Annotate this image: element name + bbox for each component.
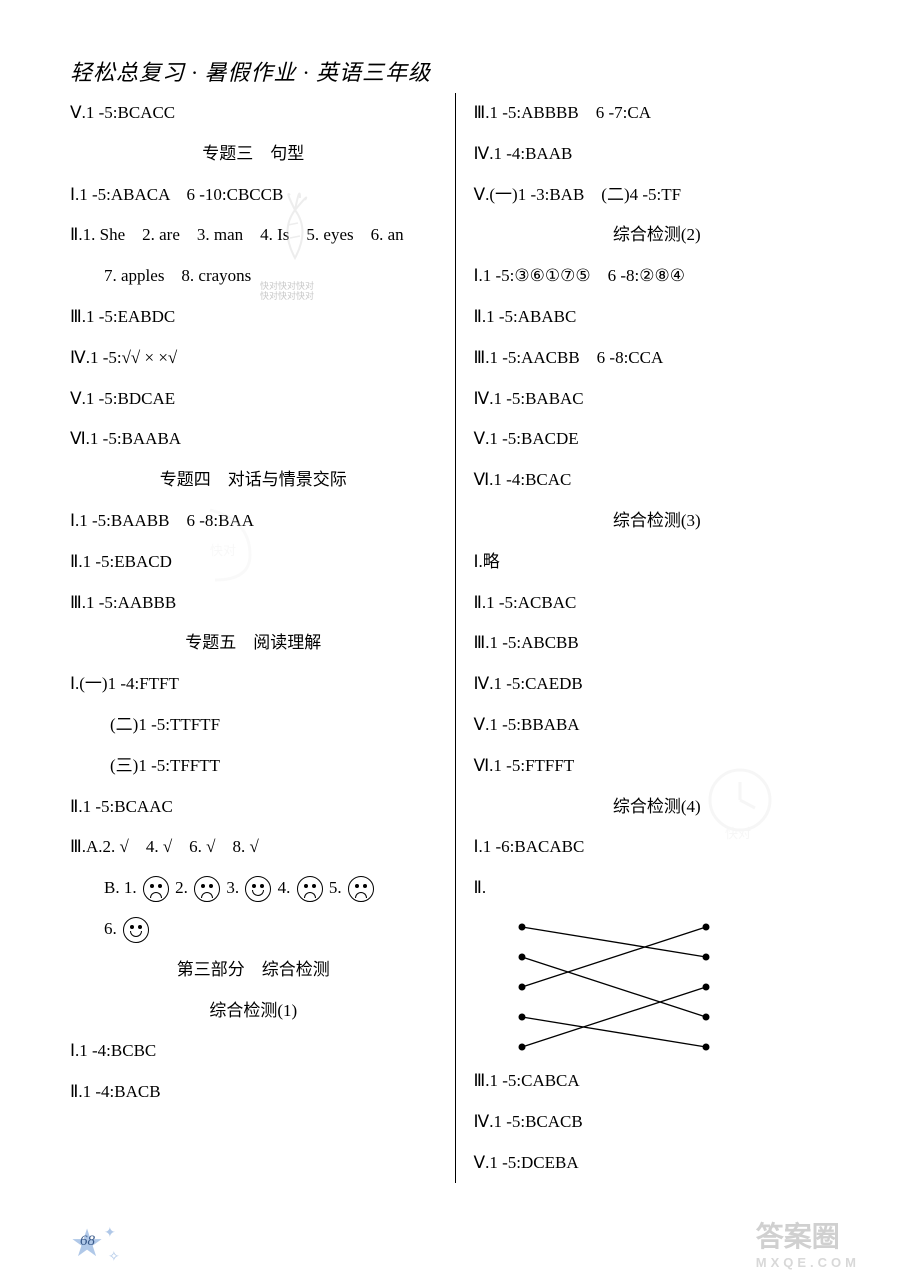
answer-line: Ⅱ.1 -5:BCAAC — [70, 787, 437, 828]
answer-line: Ⅱ.1 -5:ACBAC — [474, 583, 841, 624]
label: 3. — [226, 878, 239, 897]
answer-line: Ⅵ.1 -5:BAABA — [70, 419, 437, 460]
content-columns: Ⅴ.1 -5:BCACC 专题三 句型 Ⅰ.1 -5:ABACA 6 -10:C… — [70, 93, 840, 1183]
watermark-main: 答案圈 — [756, 1221, 840, 1252]
answer-line: Ⅳ.1 -5:BABAC — [474, 379, 841, 420]
page-number-star: ★ ✦ ✧ 68 — [70, 1221, 104, 1266]
svg-text:快对: 快对 — [725, 826, 751, 840]
happy-face-icon — [123, 917, 149, 943]
sad-face-icon — [348, 876, 374, 902]
faces-row: B. 1. 2. 3. 4. 5. — [70, 868, 437, 909]
sad-face-icon — [194, 876, 220, 902]
answer-line: Ⅵ.1 -4:BCAC — [474, 460, 841, 501]
section-title: 第三部分 综合检测 — [70, 950, 437, 991]
sad-face-icon — [297, 876, 323, 902]
kd-watermark: 快对快对快对快对快对快对 — [260, 282, 314, 302]
section-title: 综合检测(1) — [70, 991, 437, 1032]
answer-line: Ⅳ.1 -5:CAEDB — [474, 664, 841, 705]
label: Ⅱ. — [474, 878, 487, 897]
section-title: 综合检测(3) — [474, 501, 841, 542]
sad-face-icon — [143, 876, 169, 902]
answer-line: Ⅳ.1 -4:BAAB — [474, 134, 841, 175]
answer-line: Ⅴ.1 -5:BBABA — [474, 705, 841, 746]
answer-line: Ⅰ.1 -5:③⑥①⑦⑤ 6 -8:②⑧④ — [474, 256, 841, 297]
answer-line: Ⅲ.1 -5:ABCBB — [474, 623, 841, 664]
clock-watermark-icon: 快对 — [200, 500, 260, 590]
answer-line: Ⅰ.1 -6:BACABC — [474, 827, 841, 868]
section-title: 专题三 句型 — [70, 134, 437, 175]
label: 2. — [175, 878, 188, 897]
star-small-icon: ✧ — [108, 1249, 120, 1266]
left-column: Ⅴ.1 -5:BCACC 专题三 句型 Ⅰ.1 -5:ABACA 6 -10:C… — [70, 93, 455, 1183]
answer-line: Ⅴ.1 -5:DCEBA — [474, 1143, 841, 1184]
section-title: 专题四 对话与情景交际 — [70, 460, 437, 501]
answer-line: Ⅵ.1 -5:FTFFT — [474, 746, 841, 787]
answer-line: (二)1 -5:TTFTF — [70, 705, 437, 746]
answer-line: Ⅱ.1 -5:ABABC — [474, 297, 841, 338]
right-column: Ⅲ.1 -5:ABBBB 6 -7:CA Ⅳ.1 -4:BAAB Ⅴ.(一)1 … — [456, 93, 841, 1183]
answer-line: Ⅰ.1 -5:ABACA 6 -10:CBCCB — [70, 175, 437, 216]
label: 4. — [278, 878, 291, 897]
answer-line: Ⅳ.1 -5:√√ × ×√ — [70, 338, 437, 379]
happy-face-icon — [245, 876, 271, 902]
answer-line: Ⅳ.1 -5:BCACB — [474, 1102, 841, 1143]
page-number: 68 — [80, 1233, 95, 1250]
answer-line: Ⅴ.1 -5:BCACC — [70, 93, 437, 134]
section-title: 专题五 阅读理解 — [70, 623, 437, 664]
answer-line: Ⅰ.1 -4:BCBC — [70, 1031, 437, 1072]
answer-line: Ⅲ.A.2. √ 4. √ 6. √ 8. √ — [70, 827, 437, 868]
answer-line: Ⅲ.1 -5:ABBBB 6 -7:CA — [474, 93, 841, 134]
section-title: 综合检测(2) — [474, 215, 841, 256]
watermark: 答案圈 MXQE.COM — [756, 1215, 860, 1270]
answer-line: (三)1 -5:TFFTT — [70, 746, 437, 787]
answer-line: Ⅲ.1 -5:CABCA — [474, 1061, 841, 1102]
answer-line: 7. apples 8. crayons — [70, 256, 437, 297]
label: 6. — [104, 919, 117, 938]
matching-diagram — [514, 915, 714, 1055]
matching-svg — [514, 915, 714, 1055]
answer-line: Ⅰ.(一)1 -4:FTFT — [70, 664, 437, 705]
watermark-sub: MXQE.COM — [756, 1255, 860, 1270]
carrot-watermark-icon — [270, 190, 320, 260]
section-title: 综合检测(4) — [474, 787, 841, 828]
answer-line: Ⅲ.1 -5:AACBB 6 -8:CCA — [474, 338, 841, 379]
matching-label: Ⅱ. — [474, 868, 841, 909]
label: 5. — [329, 878, 342, 897]
answer-line: Ⅴ.1 -5:BDCAE — [70, 379, 437, 420]
page-header: 轻松总复习 · 暑假作业 · 英语三年级 — [70, 55, 840, 87]
answer-line: Ⅴ.1 -5:BACDE — [474, 419, 841, 460]
answer-line: Ⅱ.1. She 2. are 3. man 4. Is 5. eyes 6. … — [70, 215, 437, 256]
svg-text:快对: 快对 — [210, 543, 236, 558]
answer-line: Ⅴ.(一)1 -3:BAB (二)4 -5:TF — [474, 175, 841, 216]
answer-line: Ⅰ.略 — [474, 542, 841, 583]
star-small-icon: ✦ — [104, 1225, 116, 1242]
answer-line: Ⅲ.1 -5:EABDC — [70, 297, 437, 338]
answer-line: Ⅱ.1 -4:BACB — [70, 1072, 437, 1113]
faces-row: 6. — [70, 909, 437, 950]
clock-watermark-icon: 快对 — [700, 760, 780, 840]
label: B. 1. — [104, 878, 137, 897]
